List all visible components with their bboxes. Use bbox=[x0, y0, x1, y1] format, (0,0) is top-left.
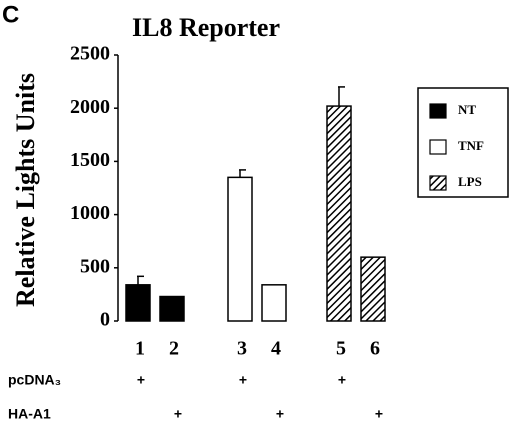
y-tick-label: 0 bbox=[100, 309, 110, 331]
row-label: HA-A1 bbox=[8, 406, 51, 422]
row-mark: + bbox=[375, 406, 383, 422]
bar bbox=[125, 284, 151, 322]
panel-label: C bbox=[2, 1, 19, 28]
bar bbox=[159, 295, 185, 322]
chart-title: IL8 Reporter bbox=[132, 13, 280, 42]
legend-swatch bbox=[429, 103, 447, 119]
y-tick-label: 1500 bbox=[70, 149, 110, 171]
row-label: pcDNA₃ bbox=[8, 372, 61, 388]
y-tick-label: 1000 bbox=[70, 202, 110, 224]
x-tick-label: 4 bbox=[271, 338, 281, 360]
row-mark: + bbox=[239, 372, 247, 388]
y-tick-label: 2000 bbox=[70, 96, 110, 118]
legend-swatch bbox=[429, 175, 447, 191]
row-mark: + bbox=[137, 372, 145, 388]
legend-label: TNF bbox=[458, 138, 484, 153]
y-axis-label: Relative Lights Units bbox=[11, 73, 40, 307]
y-tick-label: 2500 bbox=[70, 43, 110, 65]
x-tick-label: 5 bbox=[336, 338, 346, 360]
legend-label: NT bbox=[458, 102, 476, 117]
x-tick-label: 1 bbox=[135, 338, 145, 360]
x-tick-label: 6 bbox=[370, 338, 380, 360]
y-tick-label: 500 bbox=[80, 255, 110, 277]
bar bbox=[261, 284, 287, 322]
bar bbox=[227, 176, 253, 322]
legend-label: LPS bbox=[458, 174, 482, 189]
row-mark: + bbox=[174, 406, 182, 422]
row-mark: + bbox=[338, 372, 346, 388]
legend-swatch bbox=[429, 139, 447, 155]
x-tick-label: 2 bbox=[169, 338, 179, 360]
bar bbox=[360, 256, 386, 322]
row-mark: + bbox=[276, 406, 284, 422]
x-tick-label: 3 bbox=[237, 338, 247, 360]
bar bbox=[326, 105, 352, 322]
